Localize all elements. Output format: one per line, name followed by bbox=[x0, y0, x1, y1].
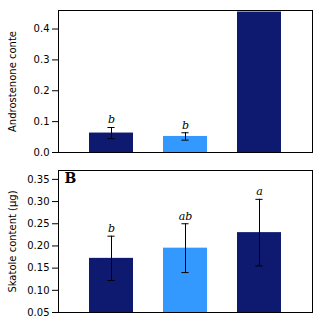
svg-text:0.4: 0.4 bbox=[34, 23, 50, 34]
svg-text:0.15: 0.15 bbox=[27, 262, 49, 273]
svg-text:b: b bbox=[108, 113, 115, 126]
svg-text:0.10: 0.10 bbox=[27, 285, 49, 296]
svg-text:0.0: 0.0 bbox=[34, 147, 50, 158]
svg-text:b: b bbox=[108, 222, 115, 235]
svg-text:0.30: 0.30 bbox=[27, 196, 49, 207]
svg-text:0.25: 0.25 bbox=[27, 218, 49, 229]
svg-text:Androstenone conte: Androstenone conte bbox=[7, 31, 18, 132]
svg-text:0.05: 0.05 bbox=[27, 307, 49, 318]
svg-text:0.3: 0.3 bbox=[34, 54, 50, 65]
svg-text:0.20: 0.20 bbox=[27, 240, 49, 251]
svg-text:Skatole content (µg): Skatole content (µg) bbox=[7, 190, 18, 292]
svg-text:B: B bbox=[65, 170, 77, 186]
svg-text:ab: ab bbox=[179, 210, 193, 223]
svg-text:b: b bbox=[182, 119, 189, 132]
svg-text:a: a bbox=[256, 185, 263, 198]
svg-text:0.2: 0.2 bbox=[34, 85, 50, 96]
svg-text:0.1: 0.1 bbox=[34, 116, 50, 127]
svg-text:0.35: 0.35 bbox=[27, 174, 49, 185]
